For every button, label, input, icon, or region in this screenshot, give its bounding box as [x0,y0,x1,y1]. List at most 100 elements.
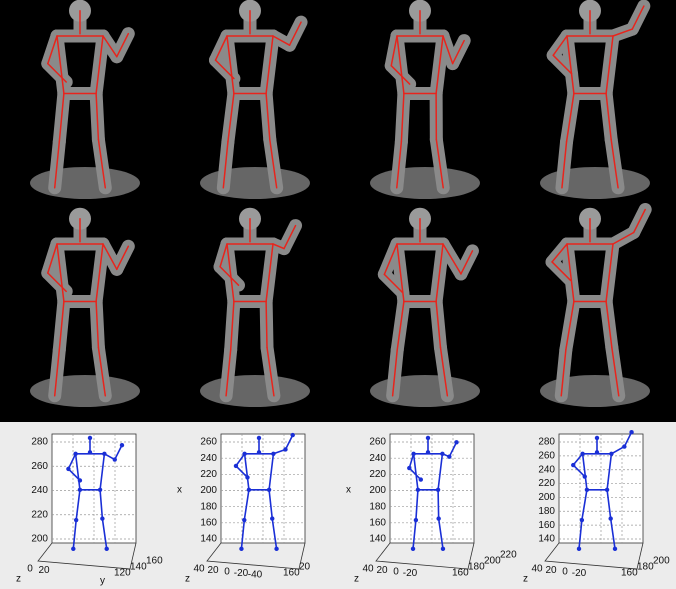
tick-label: 40 [362,564,374,575]
skeleton-3d-joint [583,474,587,478]
skeleton-3d-joint [613,547,617,551]
skeleton-3d-joint [88,436,92,440]
tick-label: 0 [27,564,33,575]
tick-label: 220 [500,550,517,561]
skeleton-3d-joint [580,518,584,522]
tick-label: 140 [130,562,147,573]
skeleton-3d-joint [257,436,261,440]
tick-label: 180 [538,506,555,517]
tick-label: 40 [193,564,205,575]
skeleton-3d-joint [71,547,75,551]
tick-label: 180 [200,501,217,512]
skeleton-3d-joint [595,450,599,454]
skeleton-3d-joint [426,450,430,454]
skeleton-3d-joint [585,488,589,492]
skeleton-3d-joint [78,488,82,492]
skeleton-3d-joint [234,464,238,468]
skeleton-3d-joint [436,516,440,520]
tick-label: 240 [369,453,386,464]
tick-label: 200 [484,556,501,567]
floor-shadow [370,167,480,199]
tick-label: 160 [452,568,469,579]
skeleton-3d-joint [571,463,575,467]
skeleton-3d-joint [414,518,418,522]
skeleton-3d-joint [102,452,106,456]
tick-label: -40 [248,570,263,581]
floor-shadow [200,375,310,407]
skeleton-3d-joint [411,547,415,551]
tick-label: 160 [538,520,555,531]
skeleton-3d-joint [426,436,430,440]
tick-label: 160 [621,568,638,579]
axis-label: z [523,574,528,585]
skeleton-3d-joint [419,477,423,481]
axis-label: y [100,576,105,587]
tick-label: 260 [369,437,386,448]
skeleton-3d-joint [454,440,458,444]
skeleton-3d-joint [447,454,451,458]
skeleton-3d-joint [605,488,609,492]
tick-label: 240 [200,453,217,464]
skeleton-3d-joint [290,433,294,437]
tick-label: 160 [283,568,300,579]
tick-label: 160 [200,517,217,528]
tick-label: 200 [369,485,386,496]
tick-label: 20 [299,562,311,573]
tick-label: 220 [369,469,386,480]
figure: 280260240220200020z120140160y26024022020… [0,0,676,589]
floor-shadow [200,167,310,199]
tick-label: -20 [572,568,587,579]
tick-label: 220 [538,478,555,489]
tick-label: 20 [38,565,50,576]
tick-label: 180 [369,501,386,512]
skeleton-3d-joint [100,516,104,520]
skeleton-3d-joint [283,447,287,451]
tick-label: 20 [545,565,557,576]
tick-label: 0 [224,567,230,578]
skeleton-3d-joint [436,488,440,492]
tick-label: 0 [562,567,568,578]
tick-label: 20 [376,565,388,576]
skeleton-3d-joint [267,488,271,492]
tick-label: 260 [538,450,555,461]
tick-label: 280 [538,437,555,448]
skeleton-3d-joint [407,466,411,470]
floor-shadow [30,167,140,199]
skeleton-3d-joint [239,547,243,551]
skeleton-3d-joint [113,457,117,461]
skeleton-3d-joint [609,452,613,456]
skeleton-3d-joint [595,436,599,440]
tick-label: 220 [200,469,217,480]
tick-label: 160 [146,556,163,567]
floor-shadow [370,375,480,407]
skeleton-3d-joint [274,547,278,551]
axis-label: x [177,485,182,496]
skeleton-3d-joint [257,450,261,454]
skeleton-3d-joint [622,444,626,448]
tick-label: 140 [369,534,386,545]
axis-label: x [346,485,351,496]
skeleton-3d-joint [74,518,78,522]
skeleton-3d-joint [608,516,612,520]
skeleton-3d-bone [438,490,439,519]
skeleton-3d-joint [245,475,249,479]
tick-label: 180 [637,562,654,573]
skeleton-3d-joint [577,547,581,551]
tick-label: 200 [31,534,48,545]
tick-label: -20 [234,568,249,579]
tick-label: 160 [369,517,386,528]
tick-label: 260 [31,461,48,472]
skeleton-3d-joint [411,452,415,456]
skeleton-bone [266,302,267,348]
skeleton-3d-joint [441,547,445,551]
floor-shadow [30,375,140,407]
tick-label: 40 [531,564,543,575]
axis-label: z [16,574,21,585]
axis-label: z [354,574,359,585]
tick-label: -20 [403,568,418,579]
skeleton-3d-joint [78,478,82,482]
skeleton-3d-joint [629,430,633,434]
tick-label: 260 [200,437,217,448]
skeleton-3d-joint [73,452,77,456]
tick-label: 140 [200,534,217,545]
